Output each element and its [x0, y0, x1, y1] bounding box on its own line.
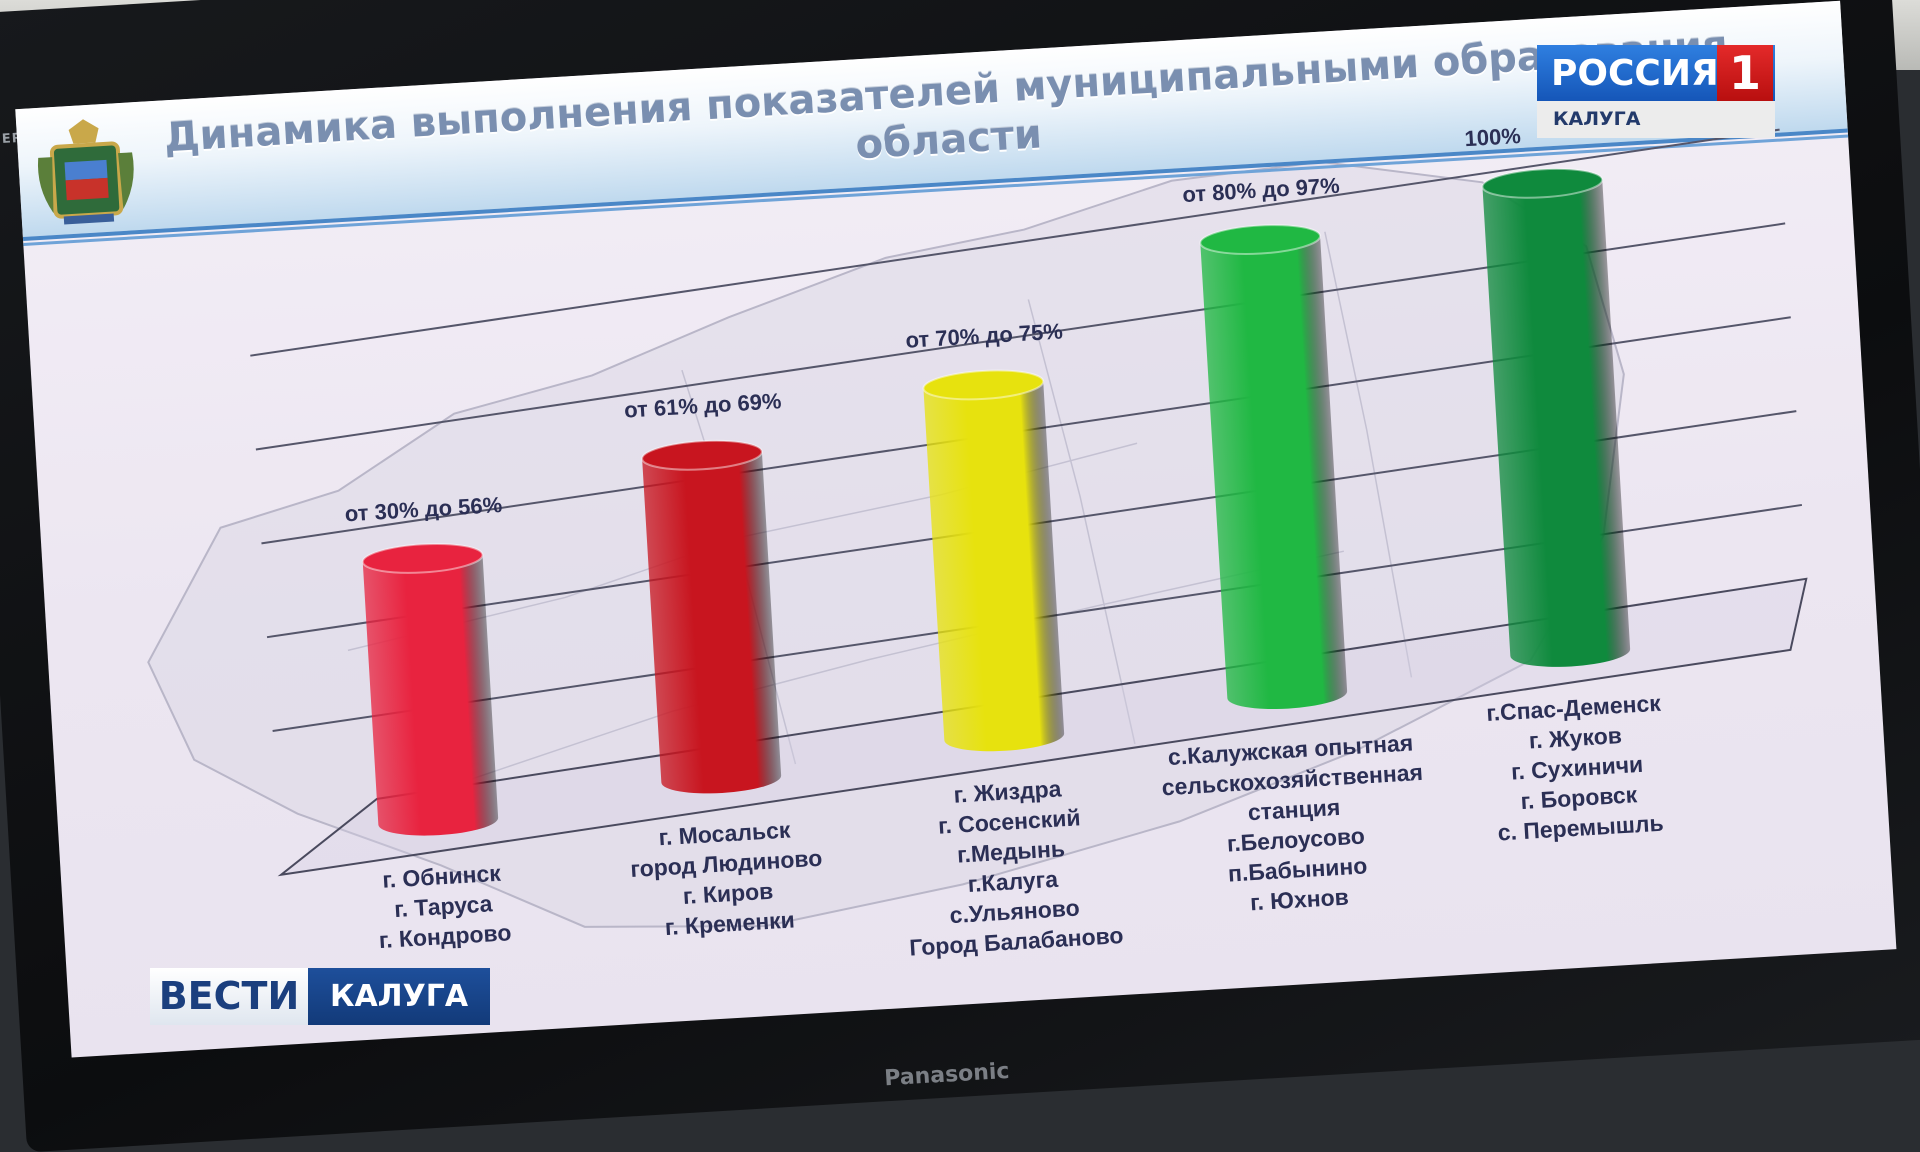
channel-name: РОССИЯ — [1551, 53, 1719, 94]
chart-gridline — [250, 128, 1780, 357]
category-label-4: с.Калужская опытная сельскохозяйственная с… — [1140, 726, 1450, 923]
vesti-caption: ВЕСТИ КАЛУГА — [150, 968, 490, 1025]
bezel-brand-bottom: Panasonic — [883, 1058, 1011, 1092]
range-label-5: 100% — [1463, 122, 1522, 151]
cylinder-body — [1200, 235, 1348, 710]
channel-logo-top: РОССИЯ 1 — [1537, 45, 1775, 101]
chart-bar-1 — [361, 542, 499, 836]
category-label-2: г. Мосальск город Людиново г. Киров г. Крем… — [574, 810, 881, 948]
category-label-5: г.Спас-Деменск г. Жуков г. Сухиничи г. Боро… — [1423, 683, 1731, 851]
channel-logo: РОССИЯ 1 КАЛУГА — [1537, 45, 1775, 138]
channel-region: КАЛУГА — [1537, 101, 1775, 138]
vesti-right-label: КАЛУГА — [308, 968, 490, 1025]
cylinder-body — [1482, 179, 1631, 667]
chart-bar-2 — [641, 439, 782, 794]
bar-chart — [250, 128, 1808, 877]
chart-bars — [361, 167, 1631, 836]
cylinder-body — [923, 381, 1065, 752]
chart-bar-5 — [1481, 167, 1631, 667]
category-label-1: г. Обнинск г. Таруса г. Кондрово — [291, 852, 596, 960]
presentation-slide: Динамика выполнения показателей муниципа… — [15, 0, 1897, 1058]
kaluga-coat-of-arms-icon — [37, 119, 134, 225]
cylinder-top — [922, 369, 1045, 401]
category-label-3: г. Жиздра г. Сосенский г.Медынь г.Калуга с.У… — [857, 768, 1167, 965]
cylinder-body — [642, 451, 782, 794]
cylinder-top — [641, 439, 763, 471]
cylinder-top — [1199, 224, 1322, 255]
channel-number: 1 — [1717, 45, 1773, 101]
cylinder-top — [1481, 167, 1604, 199]
vesti-left-label: ВЕСТИ — [150, 968, 308, 1025]
cylinder-body — [362, 554, 499, 836]
cylinder-top — [361, 542, 484, 574]
chart-bar-3 — [922, 369, 1065, 752]
chart-bar-4 — [1199, 224, 1348, 710]
